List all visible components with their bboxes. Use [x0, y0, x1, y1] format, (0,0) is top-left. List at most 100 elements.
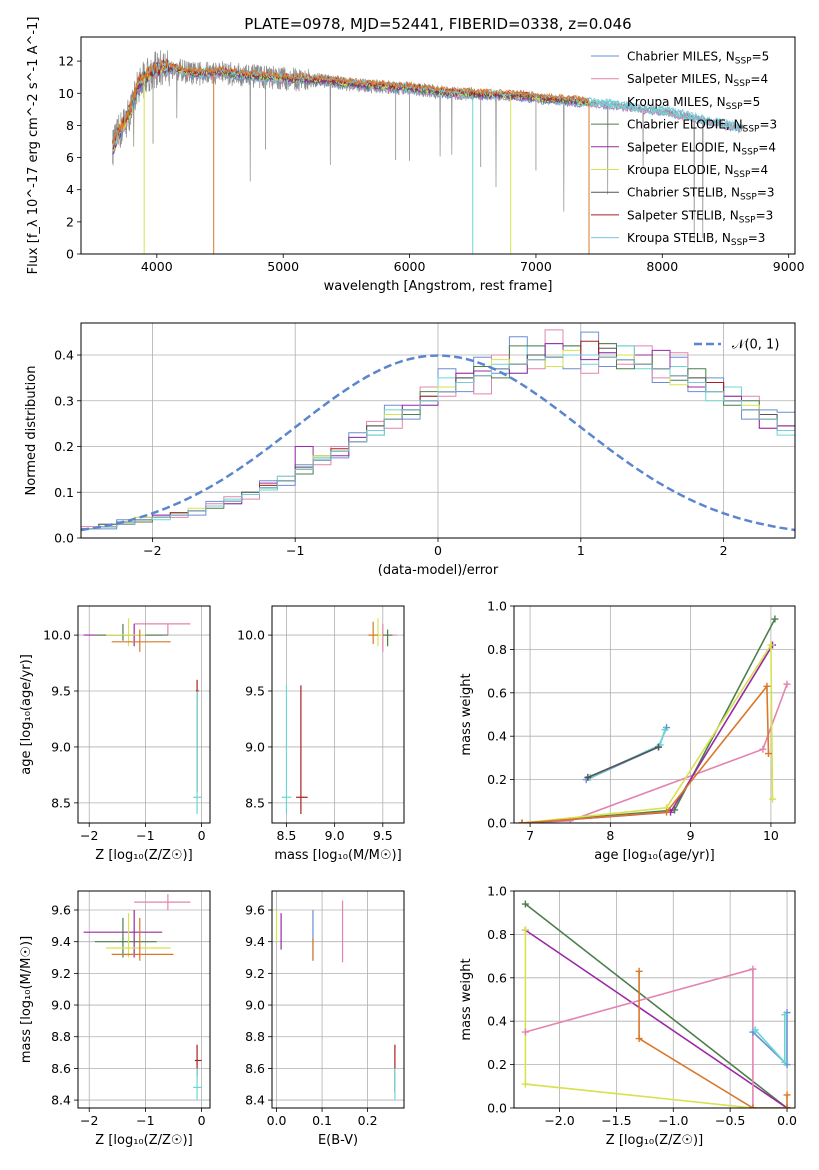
- y-tick-label: 8: [66, 118, 74, 133]
- x-tick-label: 8: [606, 828, 614, 843]
- histogram-kroupa_elodie: [81, 349, 795, 530]
- legend-label-tail: =3: [756, 208, 774, 222]
- x-tick-label: 7: [526, 828, 534, 843]
- panel-age_vs_Z: −2 −1 0 8.5 9.0 9.5 10.0 Z [log₁₀(Z/Z☉)] age [lo…: [19, 605, 211, 863]
- x-axis-label: Z [log₁₀(Z/Z☉)]: [95, 848, 192, 863]
- y-tick-label: 9.0: [245, 998, 265, 1013]
- legend-label-tail: =3: [757, 186, 775, 200]
- legend-label-main: Salpeter MILES, N: [627, 72, 734, 86]
- plus-marker: [584, 773, 592, 781]
- histogram-kroupa_miles: [81, 345, 795, 530]
- legend-label: Chabrier ELODIE, NSSP=3: [627, 118, 777, 135]
- errorbar-point: [368, 621, 378, 645]
- y-tick-label: 0.2: [487, 1057, 507, 1072]
- y-tick-label: 0.2: [487, 772, 507, 787]
- legend-label: Chabrier STELIB, NSSP=3: [627, 186, 775, 203]
- legend-label-sub: SSP: [734, 170, 751, 180]
- y-tick-label: 9.5: [51, 684, 71, 699]
- legend-label-sub: SSP: [735, 57, 752, 67]
- x-tick-label: 9.5: [373, 828, 393, 843]
- y-tick-label: 6: [66, 150, 74, 165]
- x-axis-label: mass [log₁₀(M/M☉)]: [274, 848, 401, 863]
- plus-marker: [783, 1104, 791, 1108]
- histogram-salpeter_miles: [81, 329, 795, 528]
- y-tick-label: 1.0: [487, 884, 507, 899]
- errorbar-point: [193, 691, 202, 815]
- legend-label-sub: SSP: [734, 79, 751, 89]
- plus-marker: [749, 965, 757, 973]
- y-tick-label: 10.0: [237, 628, 265, 643]
- x-tick-label: −1: [136, 828, 154, 843]
- y-tick-label: 0.4: [487, 1014, 507, 1029]
- y-axis-label: mass weight: [459, 673, 474, 755]
- legend-label-main: Kroupa MILES, N: [627, 95, 726, 109]
- plus-marker: [521, 900, 529, 908]
- y-tick-label: 9.2: [245, 966, 265, 981]
- y-tick-label: 0.4: [54, 348, 74, 363]
- plus-marker: [635, 967, 643, 975]
- legend-label-main: Chabrier MILES, N: [627, 50, 735, 64]
- x-tick-label: 8000: [646, 259, 678, 274]
- panel-spectrum: 4000 5000 6000 7000 8000 9000 0 2 4 6 8 10 12 wavelen…: [26, 17, 805, 294]
- plus-marker: [765, 750, 773, 758]
- plus-marker: [635, 1035, 643, 1043]
- errorbar-point: [111, 917, 174, 961]
- plot-area: [112, 50, 745, 254]
- plot-area: [521, 900, 791, 1108]
- y-tick-label: 1.0: [487, 599, 507, 614]
- plot-area: [83, 894, 202, 1101]
- y-tick-label: 9.5: [245, 684, 265, 699]
- errorbar-point: [296, 685, 308, 815]
- y-tick-label: 2: [66, 214, 74, 229]
- plot-area: [83, 618, 202, 815]
- y-tick-label: 10.0: [43, 628, 71, 643]
- plot-area: [81, 329, 795, 532]
- histogram-kroupa_stelib: [81, 354, 795, 530]
- plus-marker: [521, 1028, 529, 1036]
- x-tick-label: −0.5: [715, 1113, 745, 1128]
- y-tick-label: 8.6: [245, 1061, 265, 1076]
- y-tick-label: 0.3: [54, 393, 74, 408]
- legend-label-tail: =4: [750, 72, 768, 86]
- x-axis-label: (data-model)/error: [378, 563, 499, 578]
- axes-frame: [271, 890, 405, 1109]
- errorbar-point: [382, 629, 393, 647]
- mass-weight-line: [524, 929, 788, 1108]
- mass-weight-line: [589, 729, 666, 779]
- legend-entry: Kroupa ELODIE, NSSP=4: [591, 163, 768, 180]
- y-tick-label: 0.0: [54, 531, 74, 546]
- normal-curve: [81, 354, 795, 532]
- plus-marker: [781, 1011, 789, 1019]
- plus-marker: [661, 726, 669, 734]
- plus-marker: [769, 795, 777, 803]
- errorbar-point: [193, 1068, 202, 1101]
- y-tick-label: 0.4: [487, 729, 507, 744]
- plus-marker: [751, 1026, 759, 1034]
- mass-weight-line: [521, 684, 770, 823]
- legend-label-tail: =3: [748, 231, 766, 245]
- x-tick-label: 9.0: [325, 828, 345, 843]
- legend-label-sub: SSP: [740, 193, 757, 203]
- panel-age_vs_mass: 8.5 9.0 9.5 8.5 9.0 9.5 10.0 mass [log₁₀(M/M☉)]: [237, 605, 405, 863]
- legend-label-sub: SSP: [741, 147, 758, 157]
- x-tick-label: −2: [80, 828, 98, 843]
- plus-marker: [521, 926, 529, 934]
- mass-weight-line: [524, 930, 787, 1108]
- errorbar-point: [94, 623, 168, 641]
- y-tick-label: 9.4: [51, 934, 71, 949]
- y-axis-label: Normed distribution: [24, 366, 39, 496]
- x-tick-label: −1.5: [601, 1113, 631, 1128]
- x-tick-label: 0.0: [267, 1113, 287, 1128]
- legend-label: Salpeter ELODIE, NSSP=4: [627, 140, 776, 157]
- legend-label: Kroupa ELODIE, NSSP=4: [627, 163, 768, 180]
- errorbar-point: [106, 913, 171, 958]
- y-tick-label: 8.4: [245, 1093, 265, 1108]
- axes-frame: [80, 36, 796, 255]
- histogram-chabrier_stelib: [81, 347, 795, 530]
- plot-area: [518, 615, 791, 823]
- legend-label-tail: =4: [758, 140, 776, 154]
- mass-weight-line: [521, 642, 774, 823]
- y-tick-label: 9.6: [51, 903, 71, 918]
- legend-label-main: Salpeter STELIB, N: [627, 208, 739, 222]
- errorbar-point: [134, 623, 191, 636]
